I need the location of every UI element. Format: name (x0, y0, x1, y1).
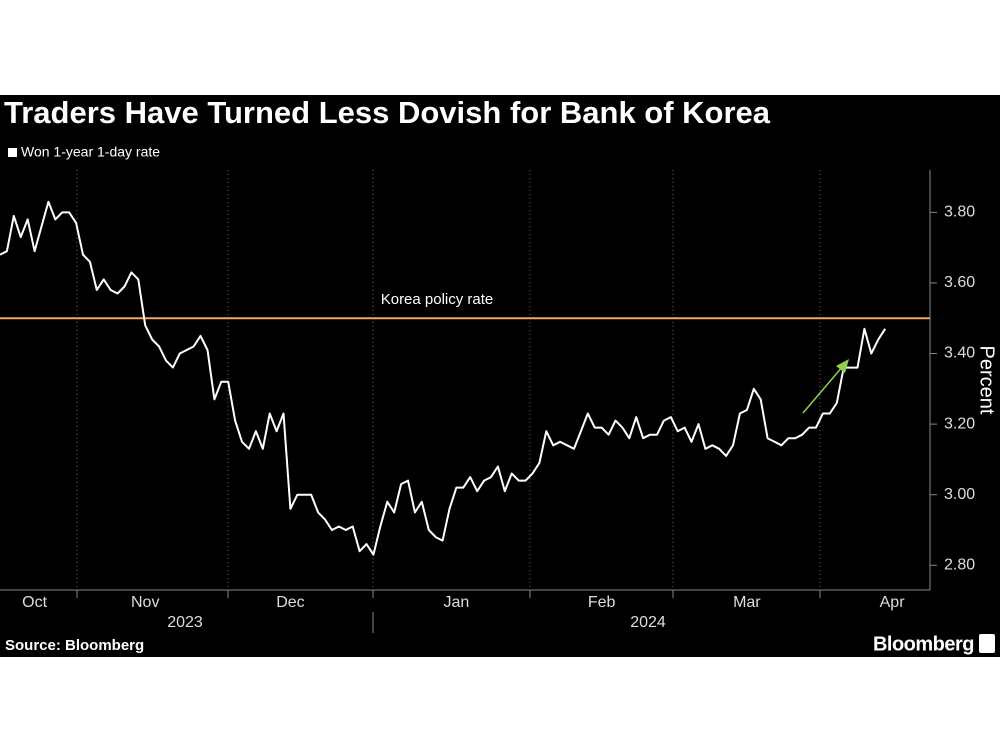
y-axis-label: Percent (976, 346, 998, 415)
legend-label: Won 1-year 1-day rate (21, 144, 160, 160)
x-tick-label: Oct (22, 594, 47, 611)
reference-label: Korea policy rate (381, 291, 494, 308)
legend-swatch (8, 148, 17, 157)
annotation-arrowhead (836, 359, 849, 373)
y-tick-label: 3.00 (944, 486, 975, 503)
brand-icon (979, 634, 995, 653)
x-tick-label: Jan (444, 594, 470, 611)
x-tick-label: Dec (276, 594, 304, 611)
x-tick-label: Apr (880, 594, 906, 611)
x-tick-label: Feb (588, 594, 616, 611)
brand: Bloomberg (873, 633, 974, 655)
x-tick-label: Nov (131, 594, 159, 611)
y-tick-label: 3.40 (944, 345, 975, 362)
y-tick-label: 3.20 (944, 415, 975, 432)
y-tick-label: 3.80 (944, 204, 975, 221)
series-line (0, 200, 887, 556)
source: Source: Bloomberg (5, 637, 144, 654)
y-tick-label: 3.60 (944, 274, 975, 291)
annotation-arrow (802, 365, 844, 414)
year-label: 2024 (630, 614, 666, 631)
chart-title: Traders Have Turned Less Dovish for Bank… (4, 95, 771, 130)
background (0, 95, 1000, 657)
y-tick-label: 2.80 (944, 557, 975, 574)
x-tick-label: Mar (733, 594, 761, 611)
year-label: 2023 (167, 614, 203, 631)
